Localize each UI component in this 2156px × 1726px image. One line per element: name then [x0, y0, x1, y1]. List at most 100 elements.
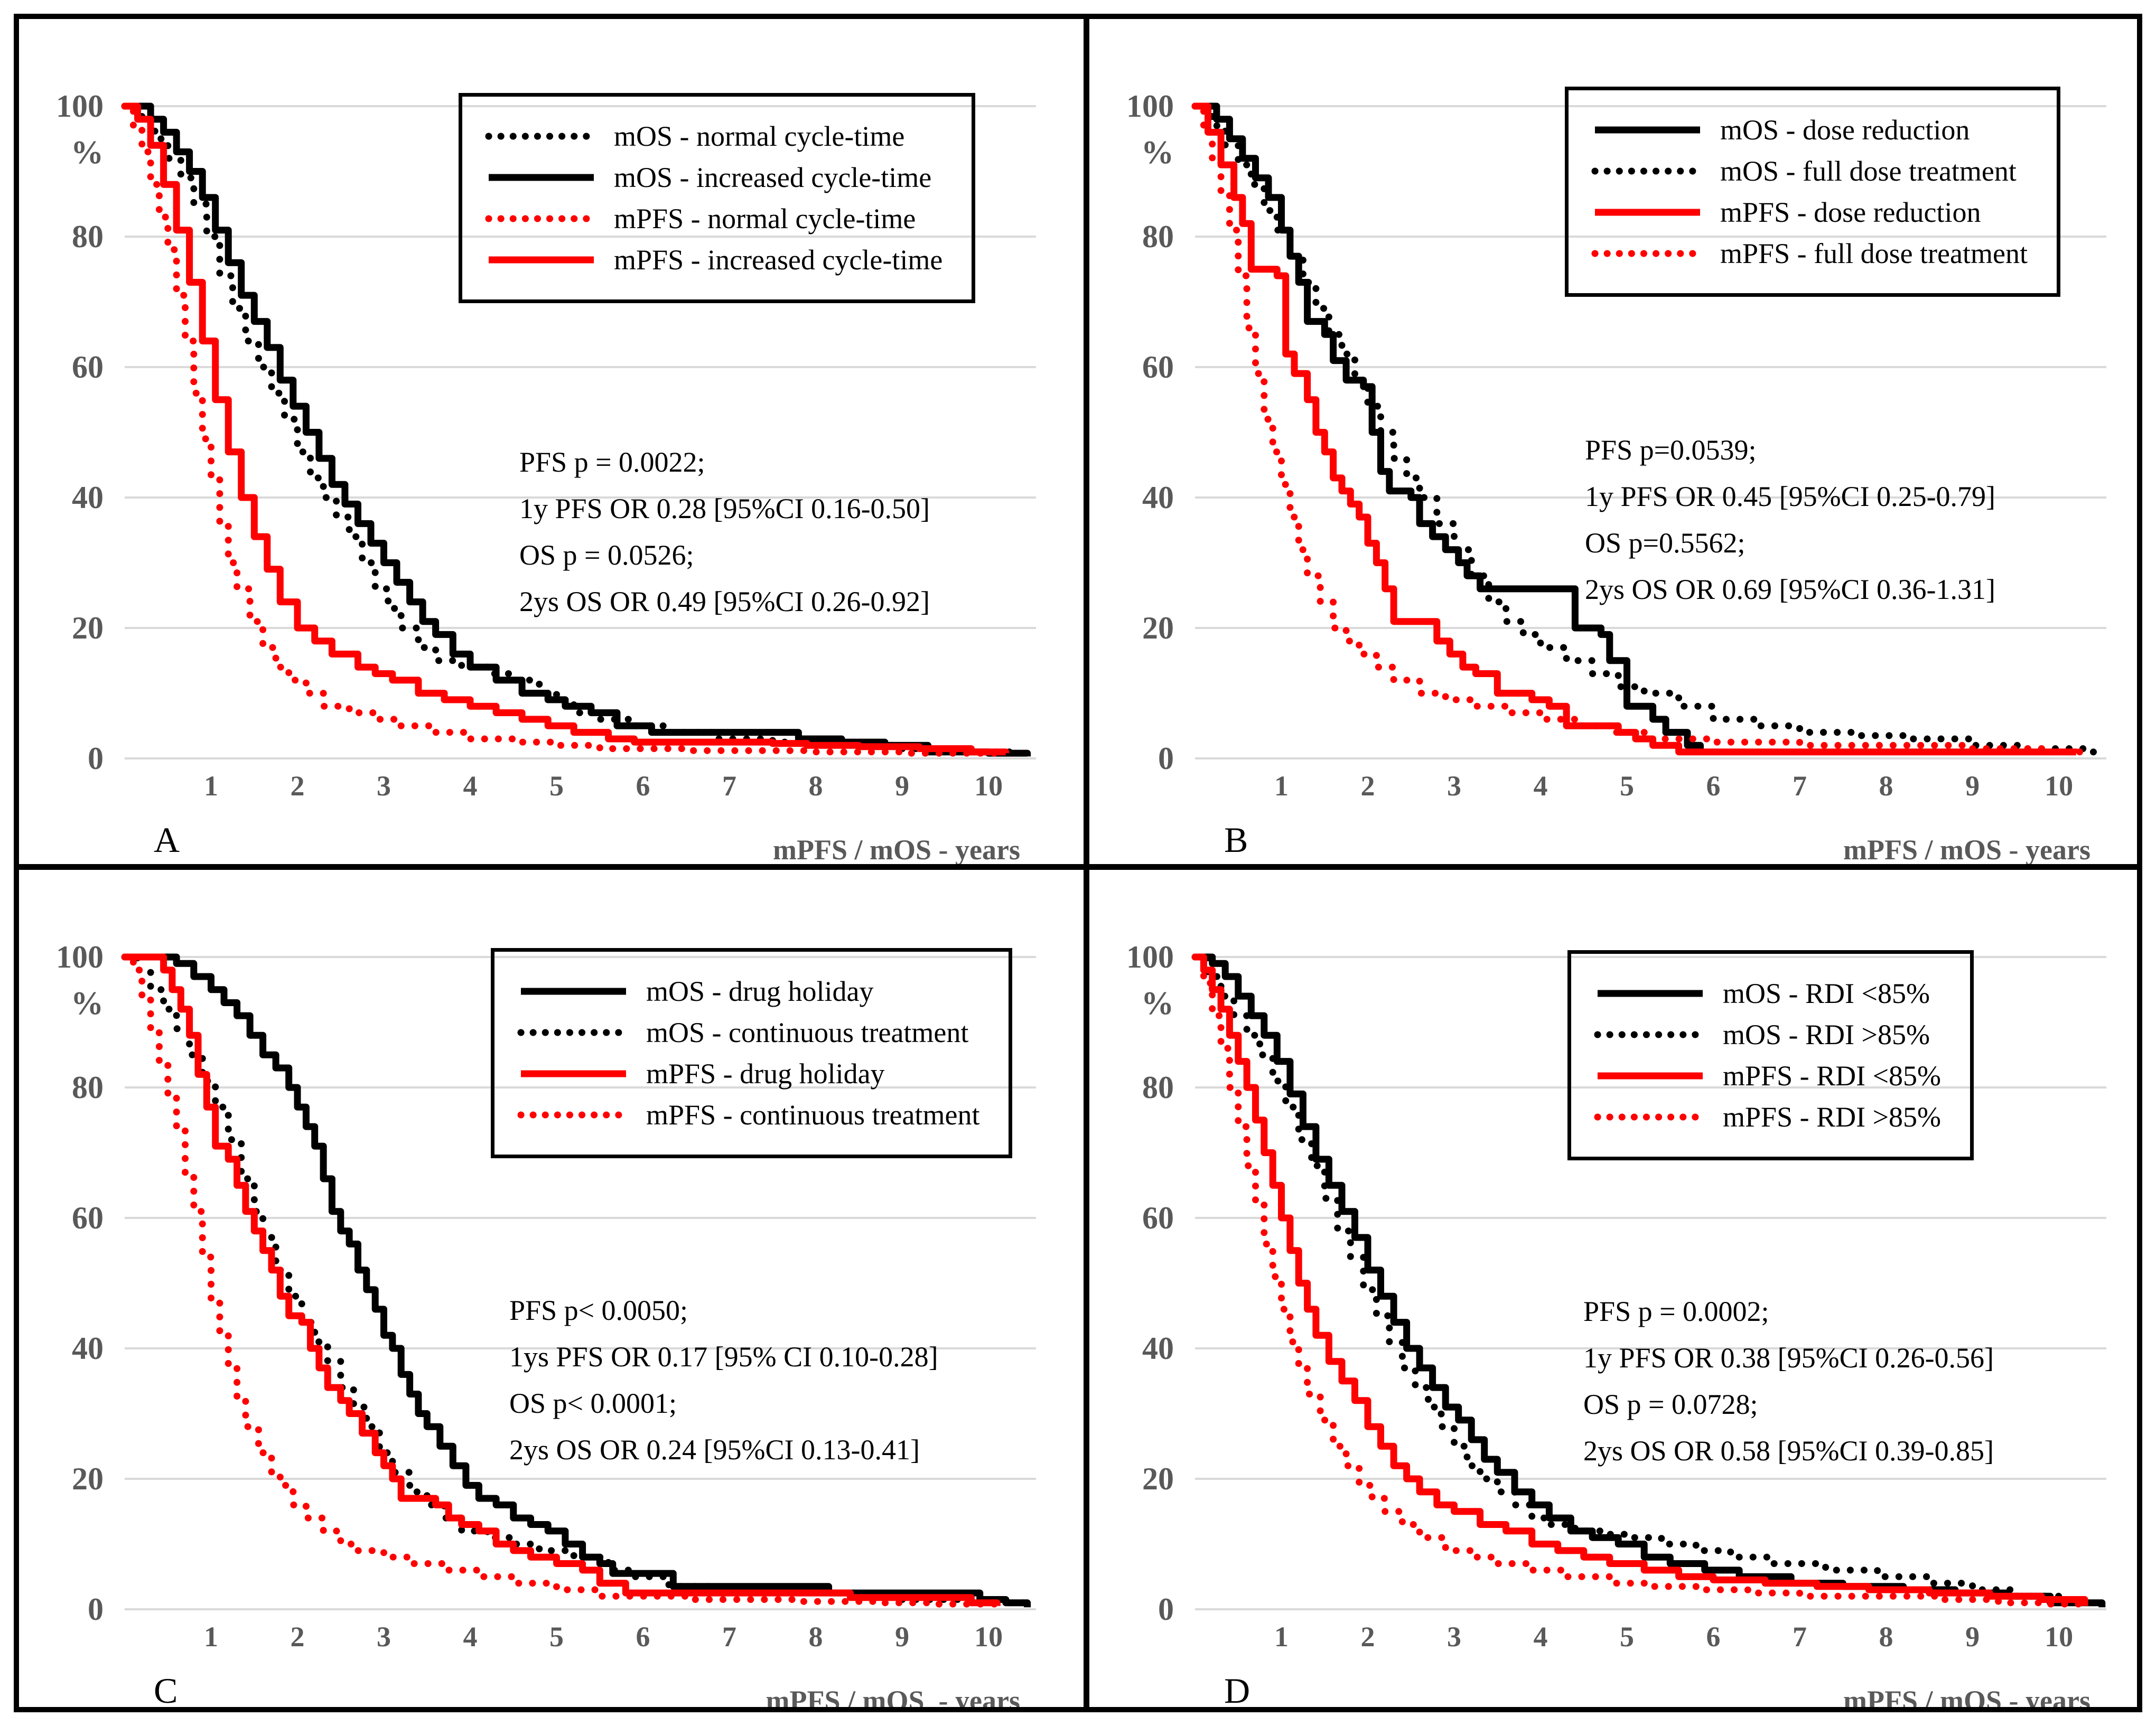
legend-box: mOS - drug holiday mOS - continuous treat… [491, 948, 1013, 1158]
legend-item-label: mPFS - full dose treatment [1720, 238, 2028, 269]
x-axis-tick-label: 1 [1274, 770, 1289, 802]
series-line-solid-red [1195, 953, 2088, 1606]
y-axis-tick-label: 60 [1142, 350, 1174, 384]
series-line-solid-black [125, 953, 1031, 1608]
legend-item-label: mOS - normal cycle-time [614, 120, 905, 152]
series-line-dotted-red [1191, 953, 2088, 1610]
x-axis-tick-label: 6 [636, 770, 650, 802]
y-axis-tick-label: 100 [1126, 89, 1174, 124]
y-axis-tick-label: 40 [72, 480, 104, 515]
x-axis-tick-label: 6 [1706, 1621, 1721, 1653]
km-plot [121, 102, 1036, 759]
stats-annotation: PFS p=0.0539; 1y PFS OR 0.45 [95%CI 0.25-… [1585, 427, 1995, 613]
legend-item: mOS - drug holiday [517, 976, 979, 1007]
y-axis-tick-label: 100 [1126, 940, 1174, 974]
panel-letter: A [154, 820, 180, 860]
stat-line: PFS p=0.0539; [1585, 434, 1757, 466]
legend-item: mOS - full dose treatment [1591, 156, 2028, 186]
x-axis-tick-label: 2 [1360, 1621, 1375, 1653]
stat-line: 2ys OS OR 0.24 [95%CI 0.13-0.41] [509, 1434, 920, 1466]
stat-line: PFS p< 0.0050; [509, 1294, 688, 1326]
km-plot [121, 953, 1036, 1611]
y-axis-tick-label: 0 [1158, 741, 1174, 776]
y-axis-tick-label: 80 [72, 219, 104, 254]
legend-item: mPFS - dose reduction [1591, 197, 2028, 228]
legend-box: mOS - normal cycle-time mOS - increased c… [459, 93, 976, 303]
legend-dotted-line-icon-red [485, 215, 598, 222]
x-axis-tick-label: 5 [549, 1621, 564, 1653]
series-line-dotted-black [1191, 102, 2097, 759]
legend-dotted-line-icon-black [485, 133, 598, 140]
x-axis-tick-label: 6 [1706, 770, 1721, 802]
panel-letter: B [1224, 820, 1248, 860]
x-axis-tick-label: 8 [1879, 770, 1893, 802]
legend-item-label: mOS - drug holiday [646, 975, 874, 1007]
panel-b: 100 80 60 40 20 0% 1 2 3 4 5 6 7 8 9 10 mPFS / mOS - yea… [1089, 19, 2137, 864]
stat-line: OS p< 0.0001; [509, 1387, 677, 1419]
x-axis-tick-label: 3 [1447, 1621, 1462, 1653]
y-axis-tick-label: 100 [56, 940, 104, 974]
y-axis-tick-label: 40 [72, 1331, 104, 1366]
km-figure: 100 80 60 40 20 0% 1 2 3 4 5 6 7 8 9 10 mPFS / mOS - yea… [14, 14, 2142, 1712]
legend-item-label: mPFS - normal cycle-time [614, 203, 916, 234]
x-axis-tick-label: 7 [722, 770, 737, 802]
x-axis-tick-label: 3 [377, 770, 391, 802]
x-axis-tick-label: 3 [377, 1621, 391, 1653]
x-axis-tick-label: 10 [2045, 1621, 2074, 1653]
y-axis-tick-label: 80 [72, 1070, 104, 1105]
y-axis-tick-label: 60 [72, 350, 104, 384]
stat-line: OS p=0.5562; [1585, 527, 1746, 559]
legend-solid-line-icon-red [521, 1070, 626, 1077]
x-axis-tick-label: 7 [1793, 1621, 1807, 1653]
panel-d: 100 80 60 40 20 0% 1 2 3 4 5 6 7 8 9 10 mPFS / mOS - yea… [1089, 870, 2137, 1707]
legend-box: mOS - RDI <85% mOS - RDI >85% mPFS - RDI <… [1567, 950, 1974, 1160]
x-axis-tick-label: 2 [1360, 770, 1375, 802]
legend-solid-line-icon-red [489, 256, 594, 264]
legend-item-label: mOS - RDI >85% [1723, 1019, 1930, 1050]
stat-line: 2ys OS OR 0.58 [95%CI 0.39-0.85] [1583, 1435, 1994, 1467]
x-axis-tick-label: 7 [722, 1621, 737, 1653]
y-axis-tick-label: 20 [72, 1461, 104, 1496]
legend-item-label: mOS - continuous treatment [646, 1017, 969, 1048]
legend-item: mPFS - RDI <85% [1593, 1061, 1941, 1091]
y-axis-tick-label: 0 [1158, 1592, 1174, 1627]
x-axis-tick-label: 5 [1620, 770, 1635, 802]
legend-item-label: mOS - full dose treatment [1720, 155, 2017, 187]
legend-solid-line-icon-red [1595, 209, 1700, 216]
x-axis-tick-label: 10 [2045, 770, 2074, 802]
y-axis-tick-label: 20 [1142, 1461, 1174, 1496]
stat-line: 2ys OS OR 0.49 [95%CI 0.26-0.92] [519, 586, 930, 617]
y-axis-tick-label: 60 [1142, 1200, 1174, 1235]
series-line-dotted-black [121, 102, 1018, 759]
panel-letter: D [1224, 1671, 1250, 1707]
x-axis-tick-label: 1 [204, 770, 218, 802]
x-axis-tick-label: 2 [290, 1621, 305, 1653]
legend-dotted-line-icon-black [1591, 167, 1704, 175]
legend-item: mOS - RDI >85% [1593, 1019, 1941, 1050]
y-axis-tick-label: 0 [88, 1592, 104, 1627]
y-axis-unit-label: % [71, 135, 104, 171]
x-axis-tick-label: 9 [895, 1621, 910, 1653]
stats-annotation: PFS p = 0.0002; 1y PFS OR 0.38 [95%CI 0.2… [1583, 1288, 1994, 1474]
stats-annotation: PFS p = 0.0022; 1y PFS OR 0.28 [95%CI 0.1… [519, 439, 930, 625]
legend-item: mPFS - increased cycle-time [484, 245, 942, 275]
legend-item-label: mPFS - increased cycle-time [614, 244, 943, 276]
panel-a: 100 80 60 40 20 0% 1 2 3 4 5 6 7 8 9 10 mPFS / mOS - yea… [19, 19, 1084, 864]
legend-item: mPFS - continuous treatment [517, 1100, 979, 1130]
x-axis-tick-label: 2 [290, 770, 305, 802]
series-line-solid-red [125, 953, 1001, 1607]
legend-item: mOS - RDI <85% [1593, 978, 1941, 1009]
stat-line: 1y PFS OR 0.28 [95%CI 0.16-0.50] [519, 493, 930, 524]
series-line-solid-black [1195, 953, 2106, 1608]
series-line-solid-red [1195, 102, 2080, 756]
series-line-solid-black [1195, 102, 1704, 755]
legend-solid-line-icon-black [1595, 126, 1700, 134]
x-axis-tick-label: 8 [808, 1621, 823, 1653]
x-axis-tick-label: 4 [1533, 770, 1548, 802]
y-axis-tick-label: 0 [88, 741, 104, 776]
x-axis-tick-label: 8 [1879, 1621, 1893, 1653]
legend-item: mOS - normal cycle-time [484, 121, 942, 152]
legend-item-label: mPFS - continuous treatment [646, 1099, 980, 1131]
x-axis-tick-label: 6 [636, 1621, 650, 1653]
x-axis-tick-label: 10 [974, 1621, 1003, 1653]
